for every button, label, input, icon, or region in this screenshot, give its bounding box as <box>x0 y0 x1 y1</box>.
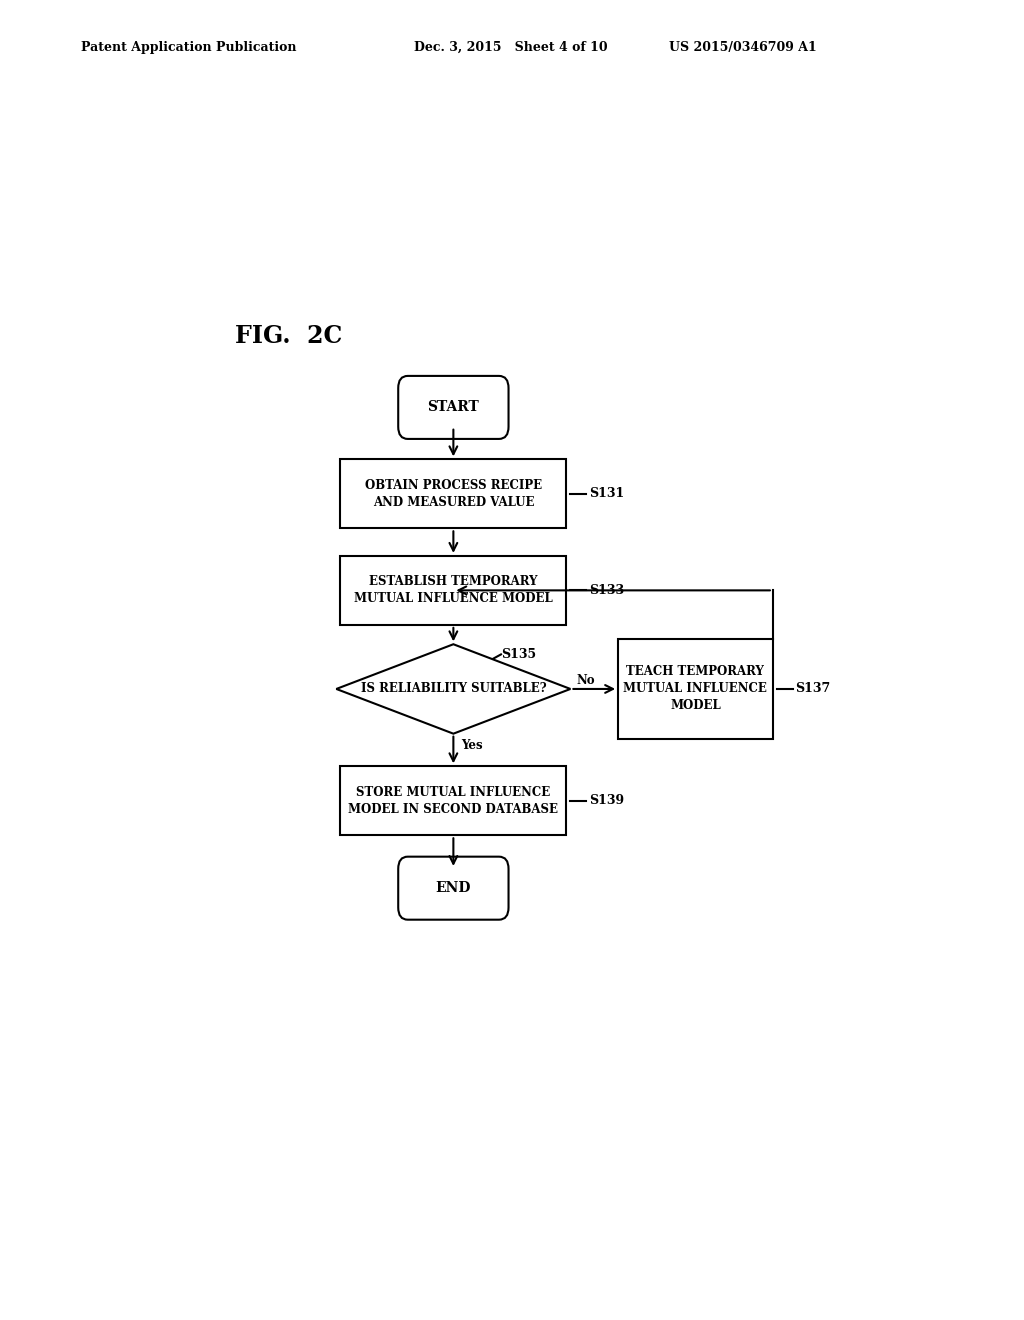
Text: S133: S133 <box>589 583 624 597</box>
Text: US 2015/0346709 A1: US 2015/0346709 A1 <box>669 41 816 54</box>
FancyBboxPatch shape <box>398 857 509 920</box>
Bar <box>618 639 773 739</box>
Text: Yes: Yes <box>461 739 483 752</box>
Text: S139: S139 <box>589 795 624 808</box>
Text: END: END <box>435 882 471 895</box>
Text: FIG.  2C: FIG. 2C <box>236 325 342 348</box>
Text: S131: S131 <box>589 487 624 500</box>
Text: No: No <box>577 675 595 688</box>
Text: OBTAIN PROCESS RECIPE
AND MEASURED VALUE: OBTAIN PROCESS RECIPE AND MEASURED VALUE <box>365 479 542 508</box>
Bar <box>340 766 566 836</box>
Text: TEACH TEMPORARY
MUTUAL INFLUENCE
MODEL: TEACH TEMPORARY MUTUAL INFLUENCE MODEL <box>624 665 767 713</box>
Text: START: START <box>427 400 479 414</box>
Bar <box>340 459 566 528</box>
Bar <box>340 556 566 624</box>
Polygon shape <box>336 644 570 734</box>
Text: S137: S137 <box>795 682 830 696</box>
Text: Patent Application Publication: Patent Application Publication <box>81 41 296 54</box>
Text: S135: S135 <box>501 648 537 661</box>
Text: Dec. 3, 2015   Sheet 4 of 10: Dec. 3, 2015 Sheet 4 of 10 <box>414 41 607 54</box>
Text: IS RELIABILITY SUITABLE?: IS RELIABILITY SUITABLE? <box>360 682 546 696</box>
Text: ESTABLISH TEMPORARY
MUTUAL INFLUENCE MODEL: ESTABLISH TEMPORARY MUTUAL INFLUENCE MOD… <box>354 576 553 606</box>
FancyBboxPatch shape <box>398 376 509 440</box>
Text: STORE MUTUAL INFLUENCE
MODEL IN SECOND DATABASE: STORE MUTUAL INFLUENCE MODEL IN SECOND D… <box>348 785 558 816</box>
